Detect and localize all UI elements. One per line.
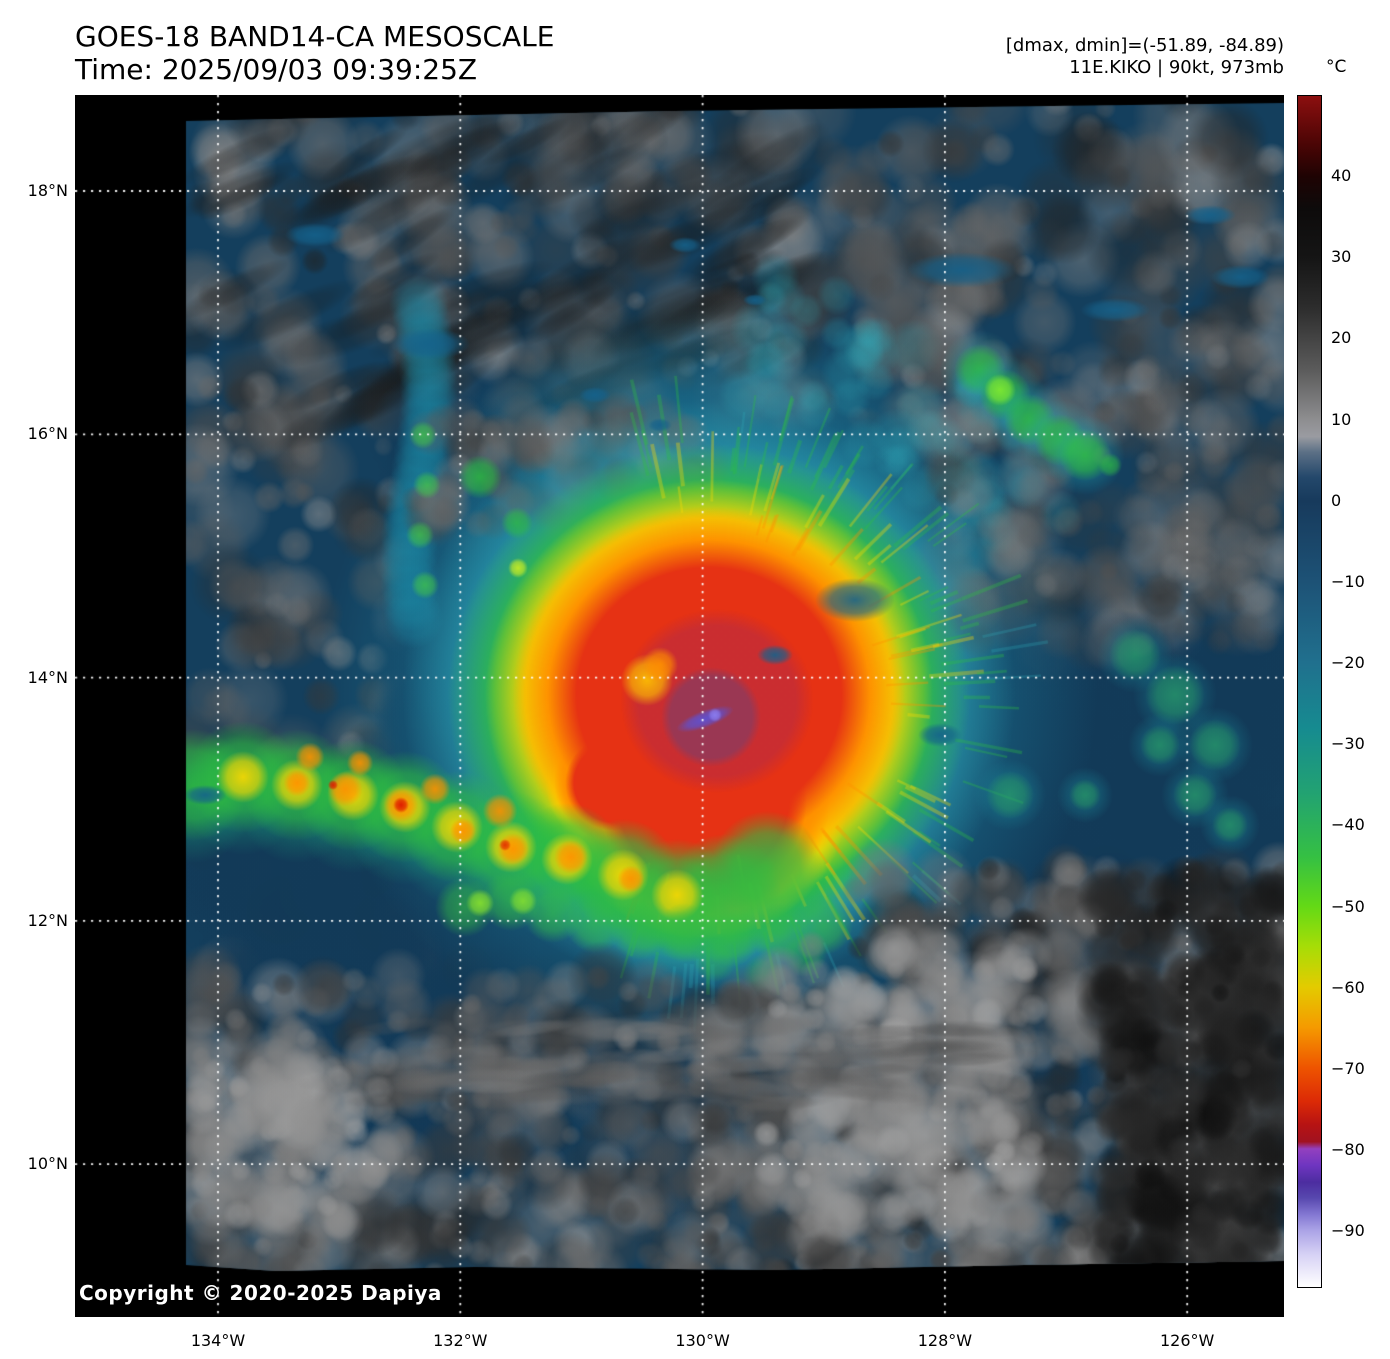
colorbar [1297, 95, 1322, 1288]
lon-tick-label: 126°W [1160, 1331, 1215, 1350]
satellite-map-image [75, 95, 1284, 1317]
colorbar-tick-label: 20 [1331, 328, 1352, 348]
figure-title: GOES-18 BAND14-CA MESOSCALE [75, 20, 555, 53]
lon-tick-label: 134°W [190, 1331, 246, 1350]
colorbar-tick-label: −10 [1331, 571, 1365, 591]
colorbar-tick-label: −30 [1331, 734, 1365, 754]
lat-tick-label: 18°N [27, 181, 68, 200]
lon-tick-label: 130°W [675, 1331, 730, 1350]
colorbar-tick-label: −70 [1331, 1058, 1365, 1078]
colorbar-unit-label: °C [1326, 57, 1347, 77]
colorbar-tick-label: −20 [1331, 653, 1365, 673]
lon-tick-label: 132°W [433, 1331, 488, 1350]
colorbar-tick-label: 30 [1331, 247, 1352, 267]
storm-info-label: 11E.KIKO | 90kt, 973mb [1069, 57, 1284, 78]
colorbar-tick-label: 0 [1331, 490, 1342, 510]
lat-tick-label: 10°N [27, 1154, 68, 1174]
figure-timestamp: Time: 2025/09/03 09:39:25Z [75, 53, 478, 86]
range-info-label: [dmax, dmin]=(-51.89, -84.89) [1005, 35, 1284, 56]
colorbar-tick-label: 10 [1331, 409, 1352, 429]
colorbar-tick-label: −50 [1331, 896, 1365, 916]
lat-tick-label: 16°N [27, 424, 68, 444]
colorbar-tick-label: −40 [1331, 815, 1365, 835]
lon-tick-label: 128°W [917, 1331, 973, 1350]
colorbar-tick-label: 40 [1331, 166, 1352, 186]
lat-tick-label: 14°N [27, 667, 68, 687]
colorbar-tick-label: −90 [1331, 1221, 1365, 1241]
colorbar-tick-label: −80 [1331, 1140, 1365, 1160]
copyright-label: Copyright © 2020-2025 Dapiya [79, 1281, 442, 1305]
header-right-block: [dmax, dmin]=(-51.89, -84.89) 11E.KIKO |… [1006, 35, 1284, 79]
colorbar-tick-label: −60 [1331, 977, 1365, 997]
lat-tick-label: 12°N [27, 910, 68, 930]
